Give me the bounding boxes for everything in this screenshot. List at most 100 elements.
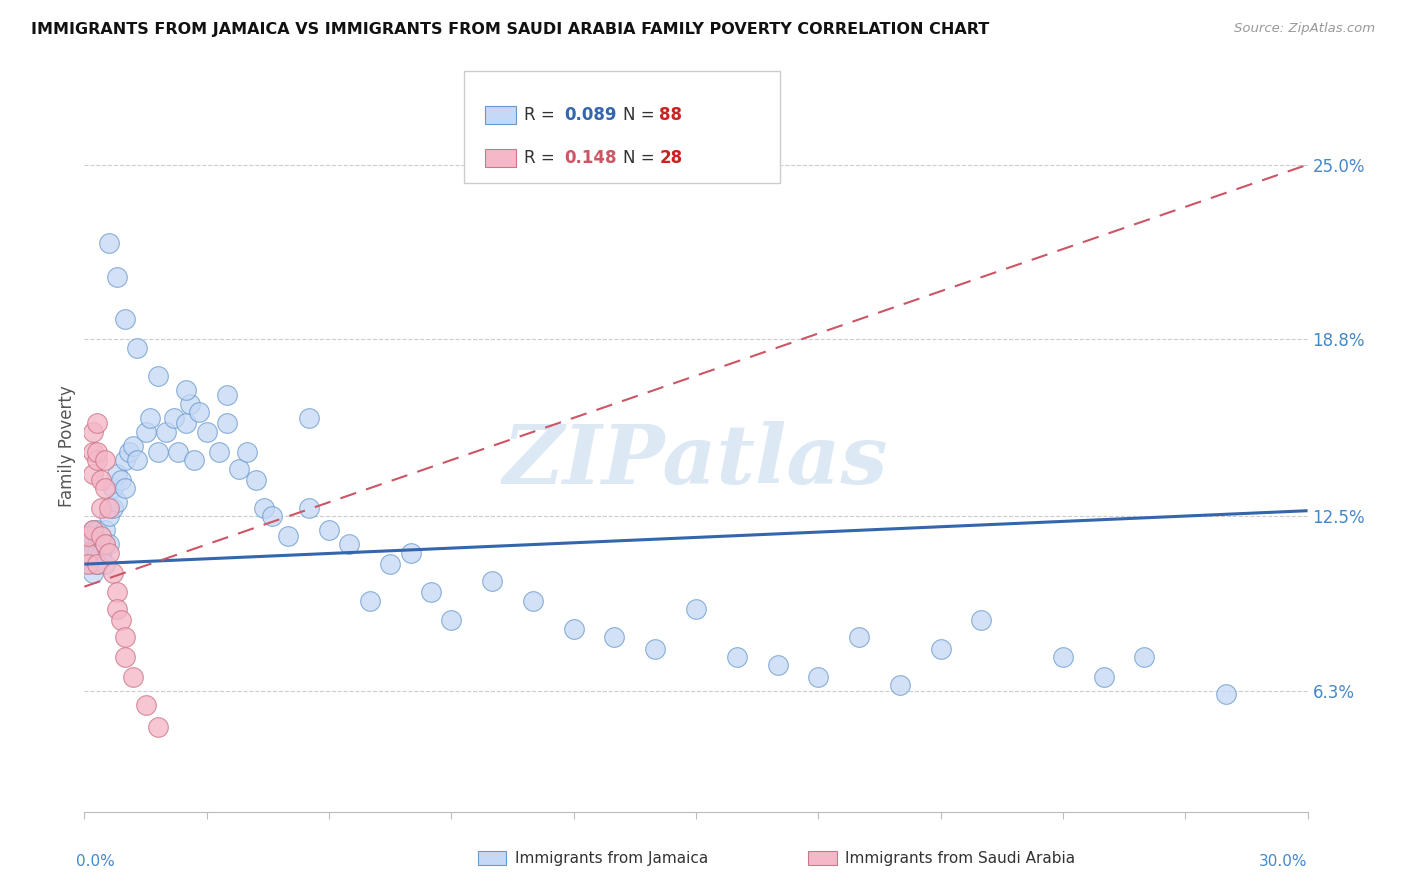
Point [848,630,870,644]
Point [1215,687,1237,701]
Point [90,529,112,543]
Point [82,546,104,560]
Point [77,529,100,543]
Point [86,557,108,571]
Point [122,439,145,453]
Text: Immigrants from Saudi Arabia: Immigrants from Saudi Arabia [845,851,1076,865]
Point [114,630,136,644]
Point [86,524,108,538]
Point [929,641,952,656]
Point [127,453,149,467]
Point [114,312,136,326]
Point [217,388,239,402]
Point [167,444,190,458]
Point [114,453,136,467]
Point [77,551,100,566]
Point [93,481,115,495]
Point [82,566,104,580]
Point [110,614,132,628]
Point [889,678,911,692]
Point [77,546,100,560]
Text: 28: 28 [659,149,682,167]
Point [82,546,104,560]
Point [260,509,283,524]
Point [685,602,707,616]
Point [1052,650,1074,665]
Point [93,453,115,467]
Point [146,444,169,458]
Point [86,417,108,431]
Point [339,537,361,551]
Point [105,270,128,285]
Point [440,614,463,628]
Point [90,500,112,515]
Point [97,509,120,524]
Text: N =: N = [623,106,659,124]
Point [105,495,128,509]
Point [481,574,503,588]
Point [174,383,197,397]
Point [77,557,100,571]
Text: 0.089: 0.089 [564,106,616,124]
Text: N =: N = [623,149,659,167]
Text: R =: R = [524,149,561,167]
Point [298,410,321,425]
Point [122,670,145,684]
Point [93,537,115,551]
Point [82,467,104,482]
Point [114,650,136,665]
Point [245,473,267,487]
Point [97,546,120,560]
Point [82,524,104,538]
Point [187,405,209,419]
Point [146,720,169,734]
Point [318,524,340,538]
Point [86,444,108,458]
Point [217,417,239,431]
Point [82,425,104,439]
Point [82,524,104,538]
Point [93,557,115,571]
Point [93,524,115,538]
Text: 0.0%: 0.0% [76,854,115,869]
Point [146,368,169,383]
Point [603,630,626,644]
Text: IMMIGRANTS FROM JAMAICA VS IMMIGRANTS FROM SAUDI ARABIA FAMILY POVERTY CORRELATI: IMMIGRANTS FROM JAMAICA VS IMMIGRANTS FR… [31,22,990,37]
Point [644,641,666,656]
Point [135,425,157,439]
Point [82,529,104,543]
Point [86,453,108,467]
Point [114,481,136,495]
Point [236,444,259,458]
Point [90,529,112,543]
Point [138,410,160,425]
Text: ZIPatlas: ZIPatlas [503,421,889,500]
Point [110,473,132,487]
Point [93,537,115,551]
Point [86,529,108,543]
Point [90,551,112,566]
Point [183,453,205,467]
Point [82,537,104,551]
Point [86,546,108,560]
Point [228,461,250,475]
Point [90,473,112,487]
Text: R =: R = [524,106,561,124]
Point [359,593,381,607]
Point [298,500,321,515]
Point [105,602,128,616]
Point [562,622,585,636]
Point [208,444,231,458]
Y-axis label: Family Poverty: Family Poverty [58,385,76,507]
Point [90,537,112,551]
Point [522,593,544,607]
Point [97,500,120,515]
Point [101,500,124,515]
Point [86,537,108,551]
Point [118,444,141,458]
Point [90,546,112,560]
Point [807,670,830,684]
Point [101,566,124,580]
Point [77,546,100,560]
Point [82,444,104,458]
